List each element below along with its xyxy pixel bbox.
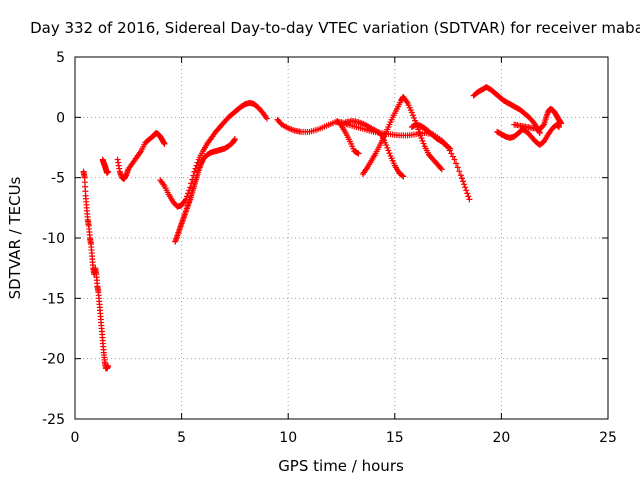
data-point-seg6: [466, 196, 473, 203]
data-point-seg8: [385, 147, 392, 154]
x-tick-label: 25: [599, 430, 617, 446]
data-point-seg7: [355, 150, 362, 157]
data-point-seg4: [184, 190, 191, 197]
data-point-seg6: [448, 150, 455, 157]
data-point-seg8: [399, 172, 406, 179]
y-tick-label: 5: [56, 50, 65, 66]
data-point-seg6: [464, 190, 471, 197]
y-tick-label: -10: [42, 231, 65, 247]
data-point-seg6: [460, 178, 467, 185]
data-point-seg9: [417, 132, 424, 139]
data-point-seg9: [418, 135, 425, 142]
data-point-seg12: [555, 123, 562, 130]
data-point-seg1: [105, 362, 112, 369]
y-tick-label: -25: [42, 412, 65, 428]
data-point-seg6: [453, 160, 460, 167]
data-point-seg6: [465, 193, 472, 200]
data-point-seg13: [539, 122, 546, 129]
data-point-seg3: [161, 140, 168, 147]
data-point-seg6: [451, 156, 458, 163]
y-axis: -25 -20 -15 -10 -5 0 5: [42, 50, 608, 428]
data-point-seg13: [558, 120, 565, 127]
data-point-seg9: [419, 137, 426, 144]
data-point-seg6: [461, 181, 468, 188]
data-point-seg6: [454, 164, 461, 171]
y-tick-label: 0: [56, 110, 65, 126]
data-point-seg4: [263, 115, 270, 122]
y-tick-label: -15: [42, 291, 65, 307]
x-tick-label: 10: [279, 430, 297, 446]
data-point-seg6: [457, 172, 464, 179]
data-point-seg8: [384, 144, 391, 151]
plot-frame: [74, 56, 609, 420]
x-tick-label: 5: [177, 430, 186, 446]
data-point-seg8: [383, 142, 390, 149]
data-point-seg4: [191, 168, 198, 175]
data-point-seg4: [183, 193, 190, 200]
x-tick-label: 0: [71, 430, 80, 446]
x-tick-label: 15: [386, 430, 404, 446]
data-point-seg6: [449, 153, 456, 160]
x-axis-label: GPS time / hours: [278, 457, 404, 475]
y-tick-label: -20: [42, 352, 65, 368]
y-tick-label: -5: [51, 171, 65, 187]
data-point-seg10: [446, 144, 453, 151]
data-point-seg6: [458, 175, 465, 182]
data-points: [80, 84, 565, 372]
data-point-seg8: [386, 150, 393, 157]
data-point-seg9: [410, 114, 417, 121]
data-point-seg6: [462, 184, 469, 191]
data-point-seg9: [438, 166, 445, 173]
data-point-seg9: [416, 129, 423, 136]
y-axis-label: SDTVAR / TECUs: [6, 176, 24, 299]
data-point-seg6: [456, 168, 463, 175]
data-point-seg9: [437, 165, 444, 172]
data-point-seg9: [420, 140, 427, 147]
data-point-seg4: [187, 184, 194, 191]
data-point-seg10: [447, 145, 454, 152]
x-tick-label: 20: [492, 430, 510, 446]
data-point-seg7: [354, 149, 361, 156]
x-axis: 0 5 10 15 20 25: [71, 57, 617, 446]
data-point-seg2: [105, 168, 112, 175]
data-point-seg9: [408, 109, 415, 116]
data-point-seg6: [463, 187, 470, 194]
data-point-seg5: [231, 136, 238, 143]
data-point-seg9: [409, 112, 416, 119]
chart-title: Day 332 of 2016, Sidereal Day-to-day VTE…: [30, 19, 640, 37]
data-point-seg8: [400, 173, 407, 180]
data-point-seg4: [194, 159, 201, 166]
grid: [75, 57, 608, 419]
data-point-seg7: [337, 121, 344, 128]
